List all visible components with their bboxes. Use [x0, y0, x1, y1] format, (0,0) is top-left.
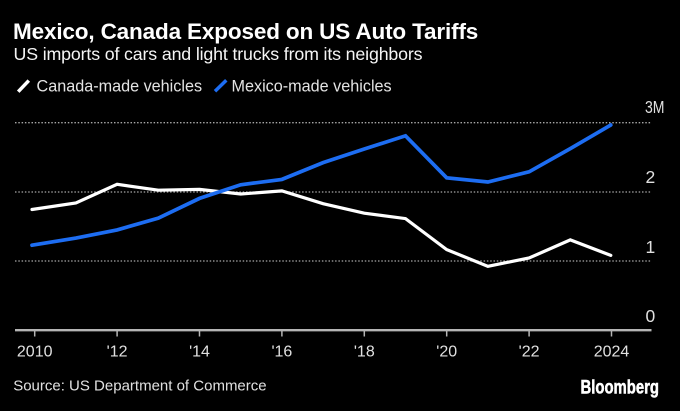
svg-text:0: 0	[646, 306, 656, 326]
svg-text:'14: '14	[189, 344, 210, 361]
svg-text:2024: 2024	[594, 344, 630, 361]
svg-text:3M: 3M	[645, 97, 665, 117]
svg-text:Bloomberg: Bloomberg	[581, 377, 660, 399]
svg-text:'22: '22	[519, 344, 540, 361]
svg-text:'18: '18	[354, 344, 375, 361]
svg-text:'20: '20	[436, 344, 457, 361]
svg-text:Canada-made vehicles: Canada-made vehicles	[37, 77, 203, 95]
svg-text:Mexico-made vehicles: Mexico-made vehicles	[232, 77, 392, 95]
svg-text:Source: US Department of Comme: Source: US Department of Commerce	[13, 378, 266, 395]
svg-text:Mexico, Canada Exposed on US A: Mexico, Canada Exposed on US Auto Tariff…	[13, 19, 478, 44]
svg-text:'16: '16	[271, 344, 292, 361]
svg-text:'12: '12	[107, 344, 128, 361]
svg-text:US imports of cars and light t: US imports of cars and light trucks from…	[14, 44, 423, 64]
svg-text:2010: 2010	[17, 344, 53, 361]
svg-text:2: 2	[646, 167, 656, 187]
svg-text:1: 1	[646, 237, 656, 257]
